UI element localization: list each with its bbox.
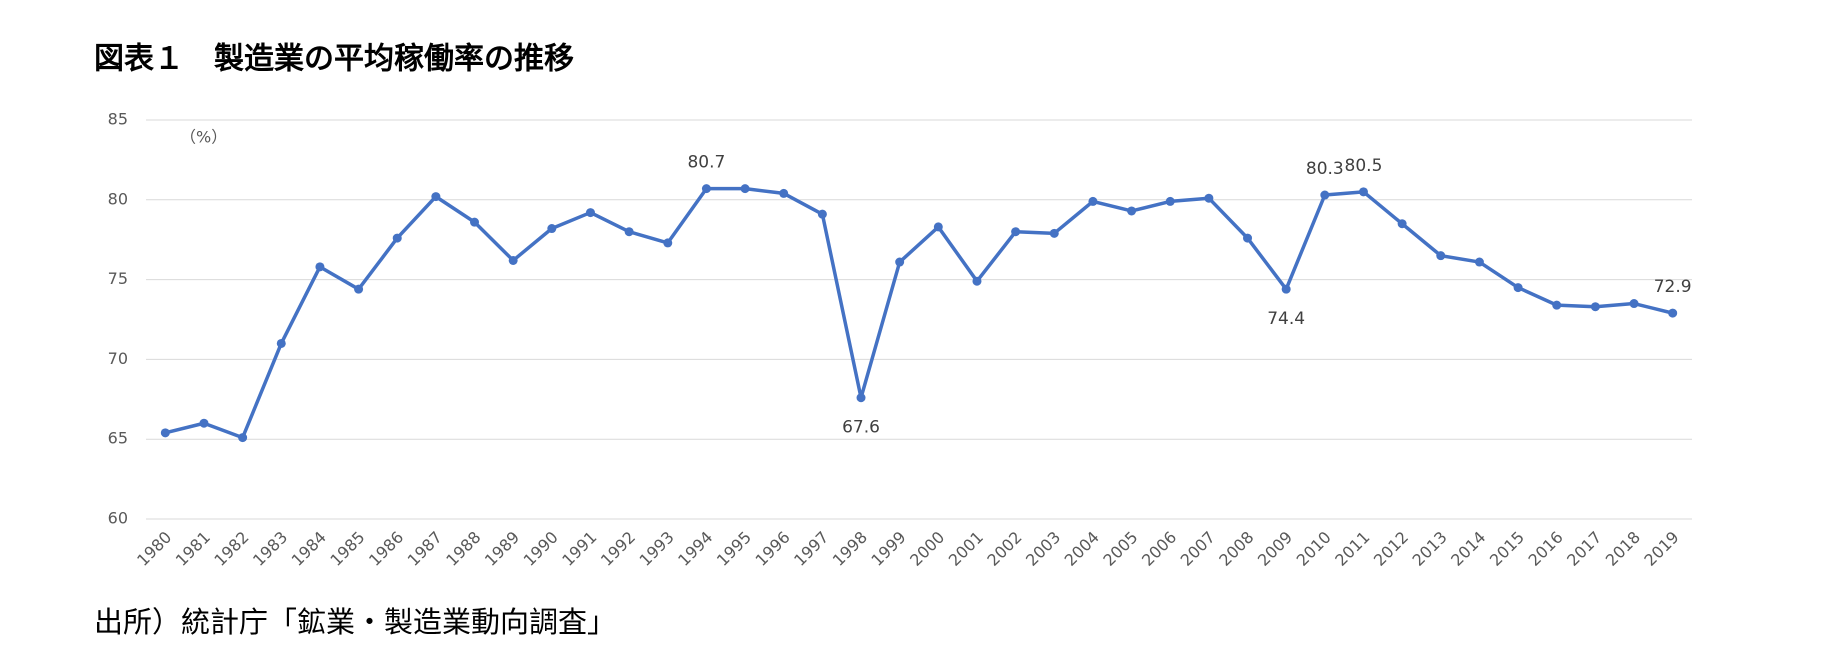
data-point <box>470 217 480 227</box>
x-tick-label: 2016 <box>1525 528 1567 570</box>
data-point <box>354 284 364 294</box>
data-label: 80.7 <box>687 153 725 173</box>
data-point <box>199 418 209 428</box>
data-point <box>1127 206 1137 216</box>
x-tick-label: 2008 <box>1215 528 1257 570</box>
x-tick-label: 2015 <box>1486 528 1528 570</box>
y-tick-label: 70 <box>108 349 128 368</box>
data-point <box>1049 228 1059 238</box>
data-point <box>160 428 170 438</box>
data-label: 74.4 <box>1267 309 1305 329</box>
x-tick-label: 1988 <box>442 528 484 570</box>
data-point <box>1590 302 1600 312</box>
x-tick-label: 1981 <box>172 528 214 570</box>
x-tick-label: 1983 <box>249 528 291 570</box>
data-point <box>547 224 557 234</box>
data-point <box>933 222 943 232</box>
x-tick-label: 2019 <box>1640 528 1682 570</box>
x-tick-label: 1994 <box>674 528 716 570</box>
data-point <box>740 184 750 194</box>
y-tick-label: 80 <box>108 189 128 208</box>
data-point <box>1513 283 1523 293</box>
data-point <box>701 184 711 194</box>
source: 出所）統計庁「鉱業・製造業動向調査」 <box>94 605 616 639</box>
y-tick-label: 75 <box>108 269 128 288</box>
x-tick-label: 2003 <box>1022 528 1064 570</box>
data-label: 67.6 <box>842 418 880 438</box>
x-tick-label: 1980 <box>133 528 175 570</box>
data-label: 72.9 <box>1654 277 1692 297</box>
data-point <box>315 262 325 272</box>
x-tick-label: 2017 <box>1563 528 1605 570</box>
data-point <box>392 233 402 243</box>
data-point <box>276 338 286 348</box>
data-point <box>1204 193 1214 203</box>
data-point <box>624 227 634 237</box>
x-tick-label: 1998 <box>829 528 871 570</box>
data-point <box>1088 196 1098 206</box>
data-point <box>856 393 866 403</box>
data-label: 80.3 <box>1306 159 1344 179</box>
x-tick-label: 2007 <box>1177 528 1219 570</box>
x-tick-label: 1989 <box>481 528 523 570</box>
x-tick-label: 2010 <box>1293 528 1335 570</box>
x-tick-label: 1995 <box>713 528 755 570</box>
data-point <box>1668 308 1678 318</box>
data-point <box>1436 251 1446 261</box>
y-tick-label: 60 <box>108 509 128 528</box>
x-tick-label: 2002 <box>983 528 1025 570</box>
y-tick-label: 85 <box>108 110 128 129</box>
data-point <box>895 257 905 267</box>
x-tick-label: 2012 <box>1370 528 1412 570</box>
x-tick-label: 1999 <box>867 528 909 570</box>
data-point <box>972 276 982 286</box>
x-tick-label: 1992 <box>597 528 639 570</box>
data-point <box>663 238 673 248</box>
x-tick-label: 1990 <box>520 528 562 570</box>
data-point <box>585 208 595 218</box>
x-tick-label: 1991 <box>558 528 600 570</box>
x-tick-label: 2005 <box>1099 528 1141 570</box>
x-tick-label: 2006 <box>1138 528 1180 570</box>
data-point <box>1358 187 1368 197</box>
data-point <box>238 433 248 443</box>
x-tick-label: 2001 <box>945 528 987 570</box>
y-tick-label: 65 <box>108 429 128 448</box>
data-point <box>1243 233 1253 243</box>
data-point <box>1629 299 1639 309</box>
chart-title: 図表１ 製造業の平均稼働率の推移 <box>94 42 574 77</box>
data-point <box>1281 284 1291 294</box>
x-tick-label: 1987 <box>404 528 446 570</box>
data-point <box>1165 196 1175 206</box>
data-point <box>779 188 789 198</box>
data-point <box>1320 190 1330 200</box>
x-tick-label: 1993 <box>636 528 678 570</box>
x-tick-label: 2000 <box>906 528 948 570</box>
x-tick-label: 2009 <box>1254 528 1296 570</box>
x-tick-label: 1986 <box>365 528 407 570</box>
data-point <box>1552 300 1562 310</box>
data-point <box>1397 219 1407 229</box>
x-tick-label: 2013 <box>1409 528 1451 570</box>
x-tick-label: 2014 <box>1447 528 1489 570</box>
x-tick-label: 1996 <box>752 528 794 570</box>
data-point <box>1011 227 1021 237</box>
x-tick-label: 1985 <box>326 528 368 570</box>
x-tick-label: 1982 <box>210 528 252 570</box>
data-point <box>508 255 518 265</box>
x-tick-label: 1997 <box>790 528 832 570</box>
series-line <box>164 186 1674 440</box>
unit-label: （%） <box>180 128 227 147</box>
x-tick-label: 2011 <box>1331 528 1373 570</box>
x-tick-label: 1984 <box>288 528 330 570</box>
x-tick-label: 2018 <box>1602 528 1644 570</box>
data-point <box>1474 257 1484 267</box>
data-label: 80.5 <box>1345 156 1383 176</box>
x-tick-label: 2004 <box>1061 528 1103 570</box>
data-point <box>431 192 441 202</box>
data-point <box>817 209 827 219</box>
